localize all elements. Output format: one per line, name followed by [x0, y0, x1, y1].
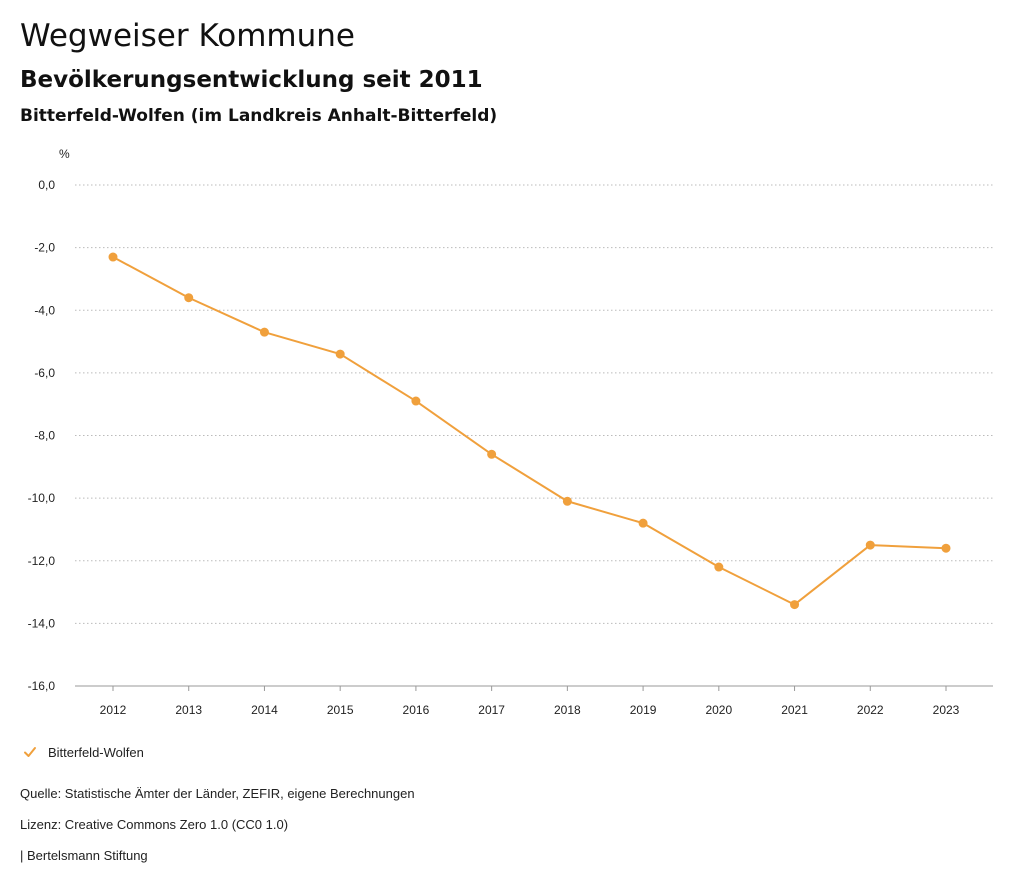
data-point — [487, 449, 497, 459]
x-tick-label: 2013 — [175, 703, 202, 717]
data-point — [941, 543, 951, 553]
x-tick-label: 2019 — [630, 703, 657, 717]
publisher-note: | Bertelsmann Stiftung — [20, 848, 148, 863]
legend-label: Bitterfeld-Wolfen — [48, 744, 144, 760]
x-tick-label: 2017 — [478, 703, 505, 717]
y-tick-label: 0,0 — [38, 178, 55, 192]
y-axis-unit: % — [59, 147, 70, 161]
checkmark-icon — [24, 747, 36, 757]
data-point — [335, 349, 345, 359]
y-tick-label: -2,0 — [34, 241, 55, 255]
data-point — [108, 252, 118, 262]
source-note: Quelle: Statistische Ämter der Länder, Z… — [20, 786, 415, 801]
chart-title: Wegweiser Kommune — [20, 18, 355, 54]
data-point — [714, 562, 724, 572]
y-tick-label: -10,0 — [28, 491, 56, 505]
data-point — [638, 518, 648, 528]
x-tick-label: 2018 — [554, 703, 581, 717]
x-tick-label: 2023 — [933, 703, 960, 717]
y-tick-label: -4,0 — [34, 303, 55, 317]
x-tick-label: 2021 — [781, 703, 808, 717]
y-tick-label: -12,0 — [28, 554, 56, 568]
y-tick-label: -8,0 — [34, 429, 55, 443]
data-point — [790, 600, 800, 610]
x-tick-label: 2015 — [327, 703, 354, 717]
x-tick-label: 2016 — [403, 703, 430, 717]
y-tick-label: -16,0 — [28, 679, 56, 693]
data-point — [259, 327, 269, 337]
chart-subtitle: Bevölkerungsentwicklung seit 2011 — [20, 67, 483, 93]
data-point — [184, 293, 194, 303]
x-tick-label: 2014 — [251, 703, 278, 717]
y-tick-label: -14,0 — [28, 616, 56, 630]
license-note: Lizenz: Creative Commons Zero 1.0 (CC0 1… — [20, 817, 289, 832]
series-line — [112, 256, 947, 606]
y-tick-label: -6,0 — [34, 366, 55, 380]
data-point — [411, 396, 421, 406]
data-point — [562, 496, 572, 506]
x-tick-label: 2020 — [705, 703, 732, 717]
x-tick-label: 2012 — [100, 703, 127, 717]
x-tick-label: 2022 — [857, 703, 884, 717]
data-point — [865, 540, 875, 550]
region-label: Bitterfeld-Wolfen (im Landkreis Anhalt-B… — [20, 106, 498, 126]
legend[interactable]: Bitterfeld-Wolfen — [22, 744, 144, 760]
line-chart: % 0,0 -2,0 -4,0 -6,0 -8,0 -10,0 -12,0 -14,0 -16,0… — [28, 147, 993, 717]
